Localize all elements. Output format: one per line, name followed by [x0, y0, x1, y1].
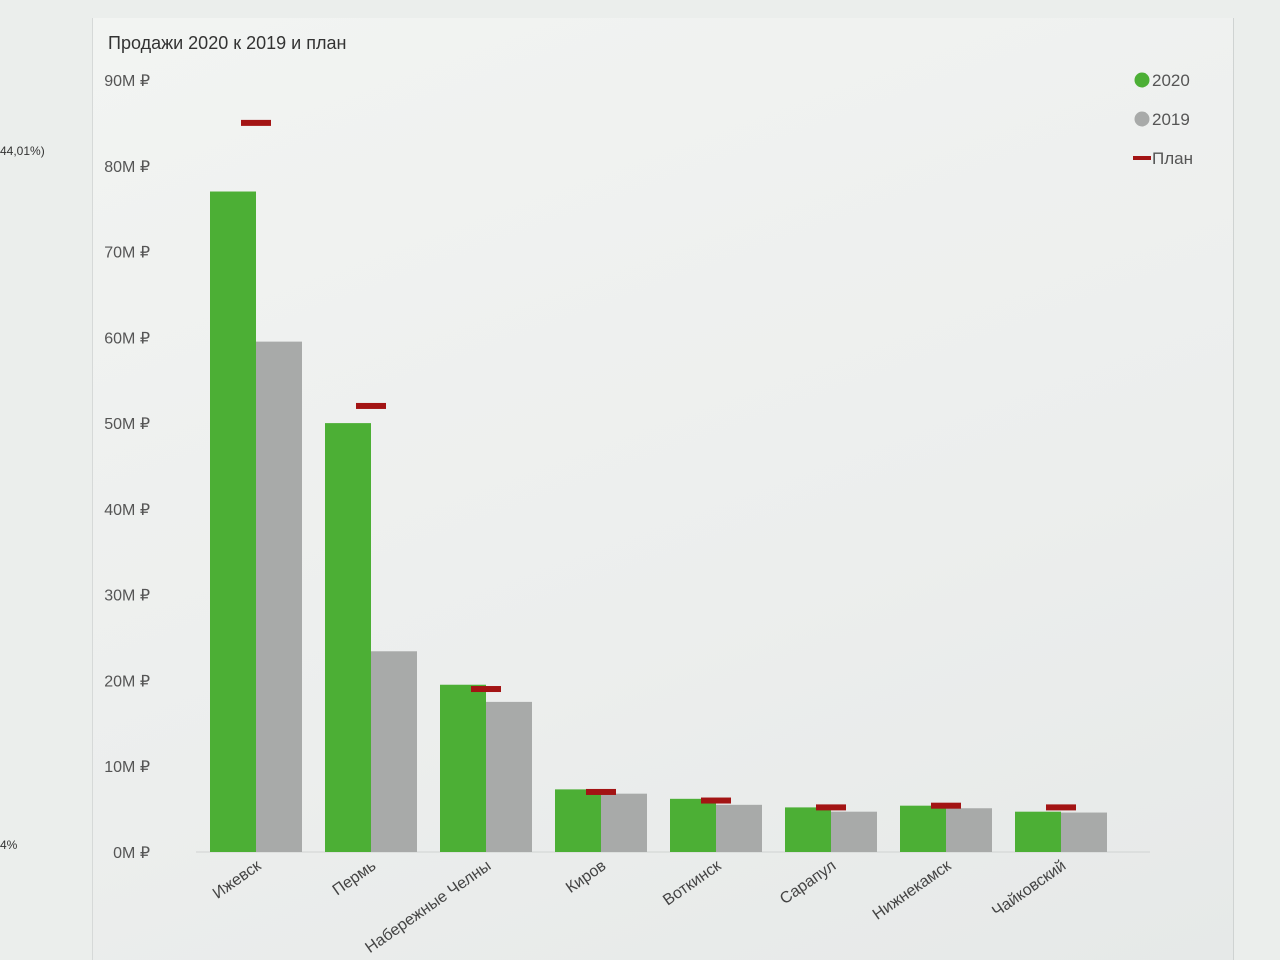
- chart-title: Продажи 2020 к 2019 и план: [108, 33, 347, 53]
- legend-item-2020[interactable]: 2020: [1134, 71, 1190, 90]
- plan-marker[interactable]: [816, 804, 846, 811]
- x-tick-label: Пермь: [330, 857, 380, 899]
- plan-marker[interactable]: [1046, 804, 1076, 811]
- bar-2019[interactable]: [256, 341, 302, 852]
- bar-2019[interactable]: [371, 651, 417, 852]
- bar-2020[interactable]: [440, 684, 486, 852]
- bar-2020[interactable]: [1015, 811, 1061, 852]
- legend-swatch: [1134, 111, 1150, 127]
- bar-2019[interactable]: [716, 804, 762, 852]
- legend-swatch: [1134, 72, 1150, 88]
- y-tick-label: 90M ₽: [104, 73, 150, 90]
- bar-2020[interactable]: [900, 805, 946, 852]
- y-tick-label: 0M ₽: [113, 845, 150, 862]
- y-tick-label: 40M ₽: [104, 502, 150, 519]
- x-tick-label: Набережные Челны: [362, 857, 494, 956]
- x-tick-label: Воткинск: [660, 857, 725, 910]
- legend-label: План: [1152, 149, 1193, 168]
- bar-2020[interactable]: [325, 423, 371, 852]
- x-tick-label: Чайковский: [989, 857, 1069, 920]
- cropped-percent-label: 4%: [0, 838, 18, 852]
- x-tick-label: Ижевск: [210, 857, 265, 903]
- legend-swatch: [1133, 156, 1151, 160]
- x-tick-label: Нижнекамск: [870, 857, 955, 924]
- bar-2020[interactable]: [555, 789, 601, 852]
- plan-marker[interactable]: [931, 802, 961, 809]
- bars: [210, 191, 1107, 852]
- y-tick-label: 60M ₽: [104, 330, 150, 347]
- y-tick-label: 30M ₽: [104, 588, 150, 605]
- y-tick-label: 70M ₽: [104, 245, 150, 262]
- plan-marker[interactable]: [356, 402, 386, 409]
- y-tick-label: 20M ₽: [104, 673, 150, 690]
- legend-label: 2020: [1152, 71, 1190, 90]
- bar-2019[interactable]: [831, 811, 877, 852]
- bar-2019[interactable]: [486, 701, 532, 852]
- y-tick-label: 50M ₽: [104, 416, 150, 433]
- legend-item-План[interactable]: План: [1133, 149, 1193, 168]
- plan-marker[interactable]: [586, 788, 616, 795]
- legend-label: 2019: [1152, 110, 1190, 129]
- plan-markers: [241, 119, 1076, 811]
- bar-2019[interactable]: [1061, 812, 1107, 852]
- y-tick-label: 80M ₽: [104, 159, 150, 176]
- legend-item-2019[interactable]: 2019: [1134, 110, 1190, 129]
- bar-2020[interactable]: [670, 798, 716, 852]
- bar-2019[interactable]: [601, 793, 647, 852]
- bar-2020[interactable]: [785, 807, 831, 852]
- plan-marker[interactable]: [241, 119, 271, 126]
- cropped-percent-label: 44,01%): [0, 144, 45, 158]
- bar-2019[interactable]: [946, 808, 992, 852]
- x-tick-label: Киров: [563, 857, 609, 896]
- y-tick-label: 10M ₽: [104, 759, 150, 776]
- x-tick-label: Сарапул: [777, 857, 839, 908]
- legend[interactable]: 2020 2019 План: [1133, 71, 1193, 168]
- bar-2020[interactable]: [210, 191, 256, 852]
- plan-marker[interactable]: [471, 686, 501, 693]
- plan-marker[interactable]: [701, 797, 731, 804]
